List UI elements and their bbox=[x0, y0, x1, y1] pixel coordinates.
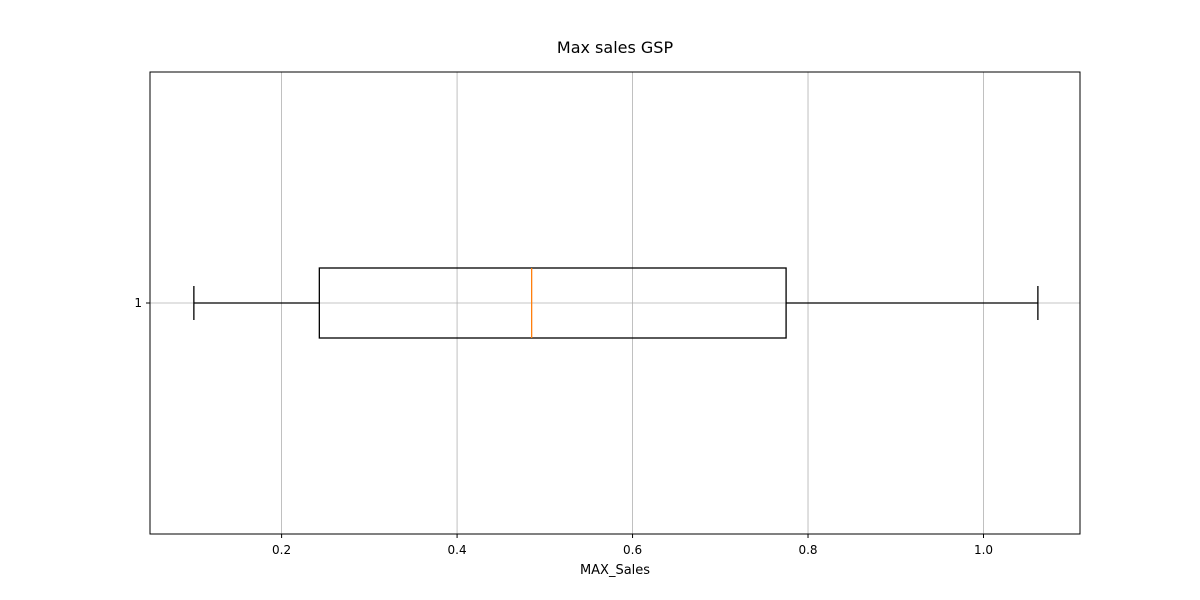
x-tick-label: 0.2 bbox=[272, 543, 291, 557]
x-axis-ticks: 0.2 0.4 0.6 0.8 1.0 bbox=[272, 534, 993, 557]
box-layer bbox=[193, 267, 1039, 339]
x-tick-label: 0.6 bbox=[623, 543, 642, 557]
x-tick-label: 1.0 bbox=[974, 543, 993, 557]
x-tick-label: 0.4 bbox=[448, 543, 467, 557]
x-axis-label: MAX_Sales bbox=[580, 563, 650, 578]
boxplot-group bbox=[193, 267, 1039, 339]
y-axis-ticks: 1 bbox=[134, 296, 150, 310]
x-tick-label: 0.8 bbox=[798, 543, 817, 557]
chart-title: Max sales GSP bbox=[557, 38, 674, 57]
y-tick-label: 1 bbox=[134, 296, 142, 310]
iqr-box bbox=[318, 267, 787, 339]
